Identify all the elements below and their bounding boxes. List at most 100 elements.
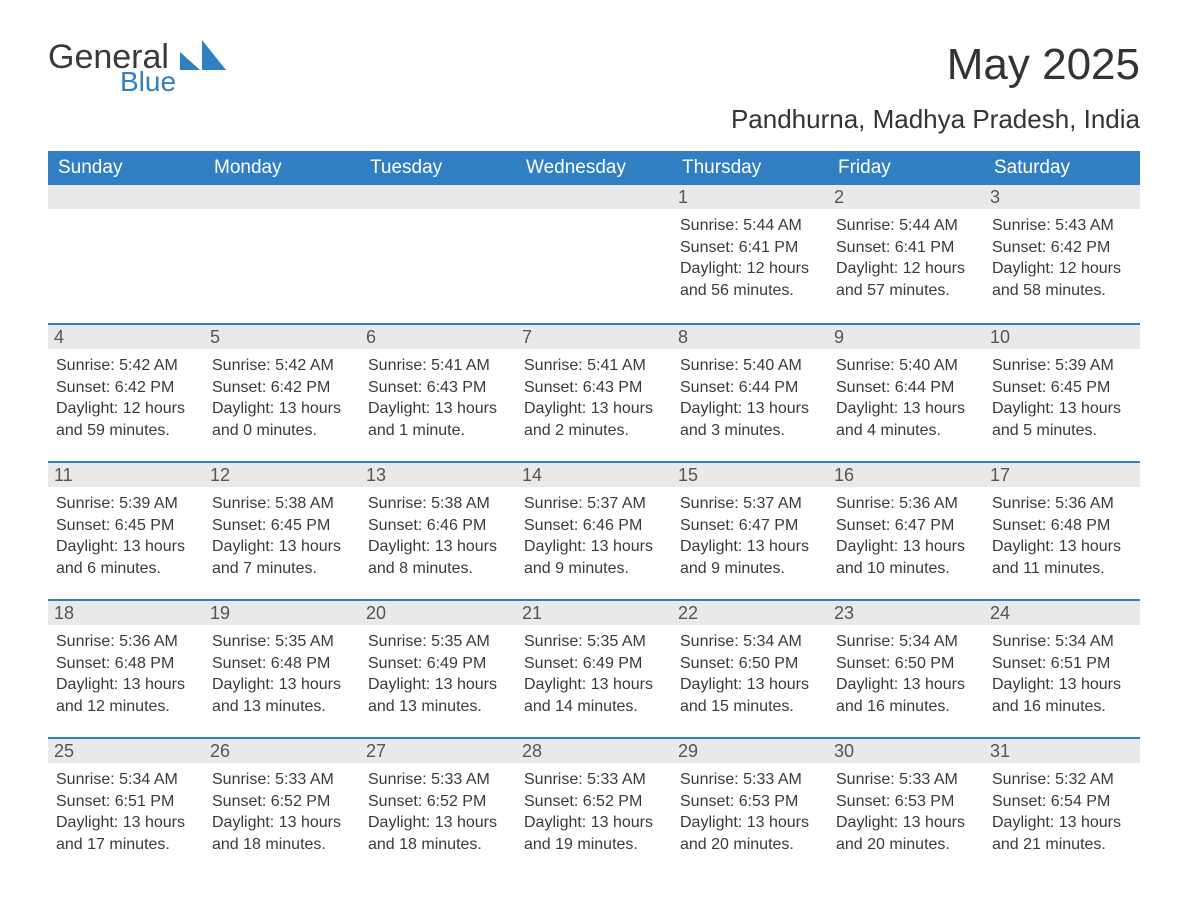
day-number: 3 xyxy=(984,185,1140,209)
daylight-line: Daylight: 13 hours and 8 minutes. xyxy=(368,536,508,579)
day-number: 21 xyxy=(516,601,672,625)
sunset-line: Sunset: 6:49 PM xyxy=(368,653,508,675)
day-number: 25 xyxy=(48,739,204,763)
day-details: Sunrise: 5:37 AMSunset: 6:46 PMDaylight:… xyxy=(524,493,664,579)
calendar-cell: 16Sunrise: 5:36 AMSunset: 6:47 PMDayligh… xyxy=(828,461,984,599)
day-details: Sunrise: 5:44 AMSunset: 6:41 PMDaylight:… xyxy=(836,215,976,301)
sunrise-line: Sunrise: 5:42 AM xyxy=(56,355,196,377)
sunset-line: Sunset: 6:49 PM xyxy=(524,653,664,675)
sunrise-line: Sunrise: 5:41 AM xyxy=(524,355,664,377)
brand-logo: General Blue xyxy=(48,40,226,96)
sunset-line: Sunset: 6:52 PM xyxy=(212,791,352,813)
sunset-line: Sunset: 6:46 PM xyxy=(524,515,664,537)
calendar-cell: 21 Sunrise: 5:35 AMSunset: 6:49 PMDayligh… xyxy=(516,599,672,737)
day-number: 14 xyxy=(516,463,672,487)
day-number: 5 xyxy=(204,325,360,349)
day-details: Sunrise: 5:35 AMSunset: 6:49 PMDaylight:… xyxy=(524,631,664,717)
calendar-cell xyxy=(516,185,672,323)
calendar-cell: 27Sunrise: 5:33 AMSunset: 6:52 PMDayligh… xyxy=(360,737,516,875)
day-number: 1 xyxy=(672,185,828,209)
sunset-line: Sunset: 6:53 PM xyxy=(836,791,976,813)
sunrise-line: Sunrise: 5:42 AM xyxy=(212,355,352,377)
sunrise-line: Sunrise: 5:34 AM xyxy=(836,631,976,653)
day-details: Sunrise: 5:36 AMSunset: 6:48 PMDaylight:… xyxy=(992,493,1132,579)
calendar-cell: 19Sunrise: 5:35 AMSunset: 6:48 PMDayligh… xyxy=(204,599,360,737)
calendar-week: 18 Sunrise: 5:36 AMSunset: 6:48 PMDayligh… xyxy=(48,599,1140,737)
daylight-line: Daylight: 13 hours and 5 minutes. xyxy=(992,398,1132,441)
sunset-line: Sunset: 6:45 PM xyxy=(212,515,352,537)
sunrise-line: Sunrise: 5:35 AM xyxy=(368,631,508,653)
day-details: Sunrise: 5:36 AMSunset: 6:48 PMDaylight:… xyxy=(56,631,196,717)
weekday-header: Friday xyxy=(828,151,984,185)
sunrise-line: Sunrise: 5:40 AM xyxy=(836,355,976,377)
daylight-line: Daylight: 13 hours and 9 minutes. xyxy=(680,536,820,579)
daylight-line: Daylight: 13 hours and 14 minutes. xyxy=(524,674,664,717)
calendar-week: 11Sunrise: 5:39 AMSunset: 6:45 PMDayligh… xyxy=(48,461,1140,599)
day-number: 7 xyxy=(516,325,672,349)
day-details: Sunrise: 5:42 AMSunset: 6:42 PMDaylight:… xyxy=(56,355,196,441)
daylight-line: Daylight: 12 hours and 58 minutes. xyxy=(992,258,1132,301)
weekday-header-row: Sunday Monday Tuesday Wednesday Thursday… xyxy=(48,151,1140,185)
day-number: 28 xyxy=(516,739,672,763)
day-number: 29 xyxy=(672,739,828,763)
day-number: 13 xyxy=(360,463,516,487)
daylight-line: Daylight: 13 hours and 20 minutes. xyxy=(680,812,820,855)
sunrise-line: Sunrise: 5:35 AM xyxy=(524,631,664,653)
day-number xyxy=(204,185,360,209)
sunset-line: Sunset: 6:50 PM xyxy=(836,653,976,675)
day-details: Sunrise: 5:44 AMSunset: 6:41 PMDaylight:… xyxy=(680,215,820,301)
sunset-line: Sunset: 6:42 PM xyxy=(212,377,352,399)
sunset-line: Sunset: 6:54 PM xyxy=(992,791,1132,813)
sunrise-line: Sunrise: 5:44 AM xyxy=(836,215,976,237)
calendar-cell: 18 Sunrise: 5:36 AMSunset: 6:48 PMDayligh… xyxy=(48,599,204,737)
day-number: 18 xyxy=(48,601,204,625)
daylight-line: Daylight: 12 hours and 57 minutes. xyxy=(836,258,976,301)
daylight-line: Daylight: 13 hours and 18 minutes. xyxy=(368,812,508,855)
sunrise-line: Sunrise: 5:40 AM xyxy=(680,355,820,377)
sunrise-line: Sunrise: 5:38 AM xyxy=(212,493,352,515)
calendar-cell xyxy=(360,185,516,323)
calendar-cell: 24Sunrise: 5:34 AMSunset: 6:51 PMDayligh… xyxy=(984,599,1140,737)
daylight-line: Daylight: 13 hours and 2 minutes. xyxy=(524,398,664,441)
calendar-cell: 7Sunrise: 5:41 AMSunset: 6:43 PMDaylight… xyxy=(516,323,672,461)
sunset-line: Sunset: 6:48 PM xyxy=(56,653,196,675)
sunset-line: Sunset: 6:48 PM xyxy=(992,515,1132,537)
page-title: May 2025 xyxy=(731,40,1140,90)
calendar-cell: 13 Sunrise: 5:38 AMSunset: 6:46 PMDayligh… xyxy=(360,461,516,599)
title-block: May 2025 Pandhurna, Madhya Pradesh, Indi… xyxy=(731,40,1140,135)
sunset-line: Sunset: 6:52 PM xyxy=(524,791,664,813)
sunrise-line: Sunrise: 5:32 AM xyxy=(992,769,1132,791)
sunset-line: Sunset: 6:47 PM xyxy=(836,515,976,537)
calendar-cell xyxy=(48,185,204,323)
calendar-week: 25Sunrise: 5:34 AMSunset: 6:51 PMDayligh… xyxy=(48,737,1140,875)
day-details: Sunrise: 5:33 AMSunset: 6:52 PMDaylight:… xyxy=(212,769,352,855)
day-details: Sunrise: 5:35 AMSunset: 6:49 PMDaylight:… xyxy=(368,631,508,717)
sunset-line: Sunset: 6:51 PM xyxy=(56,791,196,813)
day-details: Sunrise: 5:39 AMSunset: 6:45 PMDaylight:… xyxy=(992,355,1132,441)
day-number: 8 xyxy=(672,325,828,349)
calendar-cell: 11Sunrise: 5:39 AMSunset: 6:45 PMDayligh… xyxy=(48,461,204,599)
calendar-cell: 8Sunrise: 5:40 AMSunset: 6:44 PMDaylight… xyxy=(672,323,828,461)
calendar-page: General Blue May 2025 Pandhurna, Madhya … xyxy=(0,0,1188,915)
sunrise-line: Sunrise: 5:33 AM xyxy=(680,769,820,791)
calendar-cell: 25Sunrise: 5:34 AMSunset: 6:51 PMDayligh… xyxy=(48,737,204,875)
day-details: Sunrise: 5:40 AMSunset: 6:44 PMDaylight:… xyxy=(836,355,976,441)
sunset-line: Sunset: 6:51 PM xyxy=(992,653,1132,675)
day-details: Sunrise: 5:33 AMSunset: 6:53 PMDaylight:… xyxy=(836,769,976,855)
daylight-line: Daylight: 12 hours and 59 minutes. xyxy=(56,398,196,441)
sunrise-line: Sunrise: 5:37 AM xyxy=(680,493,820,515)
header-row: General Blue May 2025 Pandhurna, Madhya … xyxy=(48,40,1140,135)
calendar-week: 4Sunrise: 5:42 AMSunset: 6:42 PMDaylight… xyxy=(48,323,1140,461)
sunrise-line: Sunrise: 5:36 AM xyxy=(836,493,976,515)
calendar-cell: 17 Sunrise: 5:36 AMSunset: 6:48 PMDayligh… xyxy=(984,461,1140,599)
sunrise-line: Sunrise: 5:43 AM xyxy=(992,215,1132,237)
calendar-cell: 29Sunrise: 5:33 AMSunset: 6:53 PMDayligh… xyxy=(672,737,828,875)
day-details: Sunrise: 5:38 AMSunset: 6:46 PMDaylight:… xyxy=(368,493,508,579)
sunrise-line: Sunrise: 5:33 AM xyxy=(212,769,352,791)
calendar-cell xyxy=(204,185,360,323)
calendar-cell: 10Sunrise: 5:39 AMSunset: 6:45 PMDayligh… xyxy=(984,323,1140,461)
day-number: 17 xyxy=(984,463,1140,487)
day-number: 16 xyxy=(828,463,984,487)
weekday-header: Monday xyxy=(204,151,360,185)
calendar-cell: 23Sunrise: 5:34 AMSunset: 6:50 PMDayligh… xyxy=(828,599,984,737)
